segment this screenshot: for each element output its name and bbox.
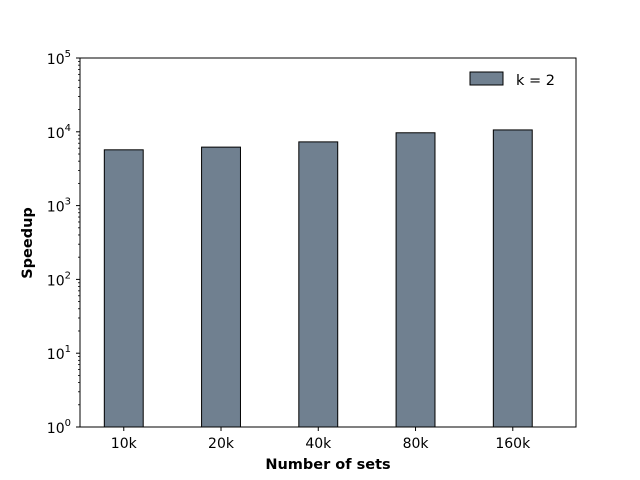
x-tick-label: 10k: [111, 436, 138, 452]
y-axis-title: Speedup: [20, 207, 36, 279]
legend-label: k = 2: [516, 73, 555, 89]
bar-20k: [201, 146, 241, 428]
bars-group: [103, 129, 533, 428]
bar-10k: [103, 149, 144, 428]
legend-swatch: [469, 71, 504, 86]
y-axis-ticks: 100 101 102 103 104 105: [47, 49, 80, 437]
y-tick-label: 105: [47, 49, 71, 68]
x-tick-label: 80k: [403, 436, 430, 452]
x-axis-ticks: 10k 20k 40k 80k 160k: [111, 427, 531, 452]
x-tick-label: 20k: [208, 436, 235, 452]
x-tick-label: 40k: [305, 436, 332, 452]
bar-80k: [395, 132, 436, 428]
bar-40k: [298, 141, 339, 428]
y-tick-label: 100: [47, 418, 71, 437]
y-tick-label: 101: [47, 344, 71, 363]
y-tick-label: 103: [47, 197, 71, 216]
x-tick-label: 160k: [495, 436, 531, 452]
plot-frame: [79, 57, 577, 428]
legend: k = 2: [469, 71, 555, 89]
x-axis-title: Number of sets: [265, 457, 390, 473]
y-tick-label: 102: [47, 270, 71, 289]
bar-160k: [492, 129, 533, 428]
y-tick-label: 104: [47, 123, 71, 142]
